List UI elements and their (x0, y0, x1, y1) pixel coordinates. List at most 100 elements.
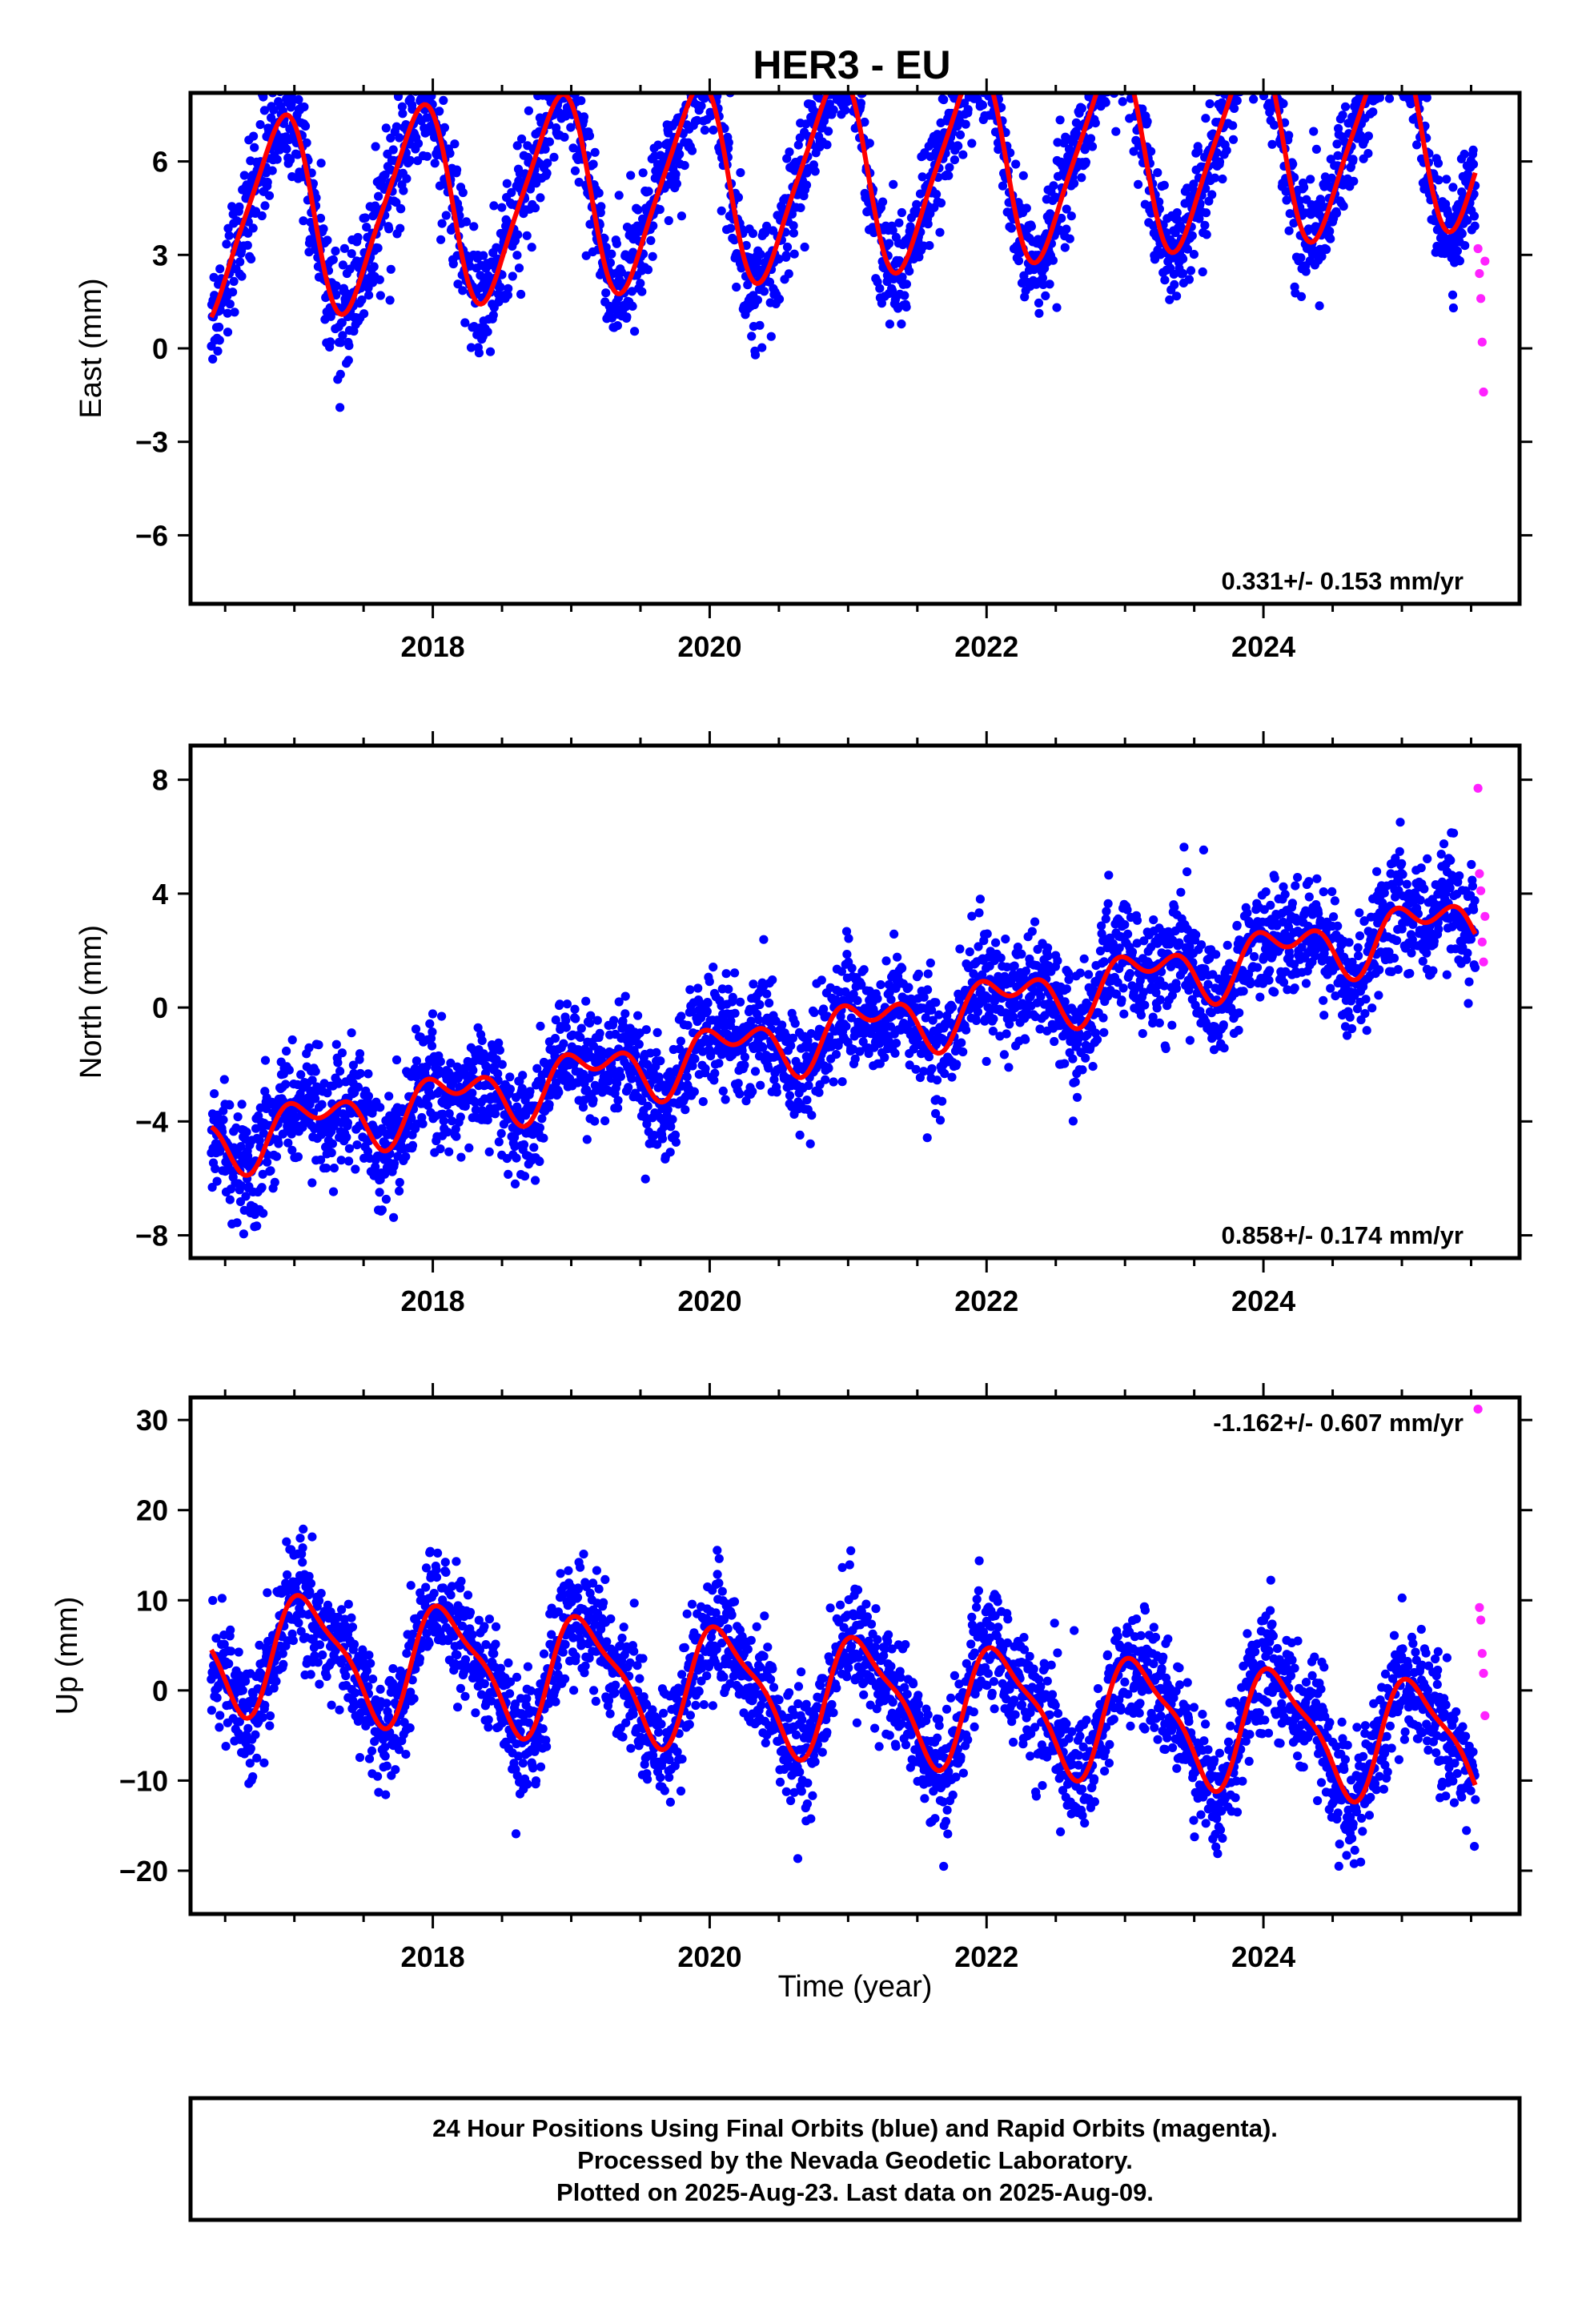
north-point (477, 1035, 487, 1045)
north-point (873, 994, 882, 1003)
east-point (601, 243, 611, 252)
east-rapid-point (1477, 337, 1487, 347)
east-point (800, 242, 809, 252)
east-point (1227, 32, 1235, 41)
east-point (1048, 255, 1058, 265)
north-point (721, 1095, 730, 1104)
east-point (1395, 65, 1403, 74)
east-point (713, 74, 722, 83)
east-point (912, 199, 921, 209)
east-point (331, 281, 341, 291)
north-point (891, 1039, 901, 1048)
north-point (681, 1105, 690, 1115)
east-point (607, 249, 616, 259)
east-point (452, 165, 462, 175)
east-point (250, 143, 259, 152)
east-point (291, 63, 299, 72)
east-point (970, 59, 978, 68)
east-point (1386, 74, 1395, 83)
east-point (421, 81, 430, 90)
east-point (512, 141, 522, 151)
north-point (600, 1116, 610, 1126)
north-point (468, 1088, 477, 1098)
east-point (436, 235, 446, 244)
north-point (671, 1137, 681, 1147)
east-point (1060, 243, 1070, 252)
north-point (652, 1047, 661, 1057)
east-point (1108, 29, 1117, 38)
east-point (680, 161, 689, 171)
east-point (1127, 52, 1136, 61)
east-point (1228, 135, 1239, 144)
east-y-tick-label: −6 (135, 519, 168, 552)
east-point (1257, 36, 1266, 45)
east-point (396, 223, 405, 233)
east-point (267, 166, 277, 175)
east-point (1182, 244, 1192, 254)
east-point (323, 235, 332, 245)
east-point (561, 81, 570, 90)
east-point (489, 201, 499, 211)
east-point (726, 223, 736, 233)
east-point (1115, 45, 1124, 54)
north-point (952, 1059, 962, 1069)
north-point (803, 1035, 813, 1046)
east-point (1256, 40, 1265, 49)
north-point (1030, 917, 1040, 927)
north-point (381, 1194, 391, 1204)
north-point (460, 1101, 470, 1111)
north-point (759, 935, 769, 944)
east-point (1404, 62, 1413, 70)
north-point (304, 1043, 314, 1052)
east-point (1189, 179, 1199, 189)
east-point (557, 42, 566, 50)
north-point (884, 980, 893, 990)
east-point (369, 262, 379, 271)
east-point (1468, 159, 1479, 169)
east-point (989, 42, 998, 51)
north-point (926, 958, 935, 968)
north-point (510, 1179, 520, 1188)
north-point (814, 1088, 824, 1097)
east-point (1236, 43, 1245, 52)
east-point (1374, 34, 1383, 42)
east-point (1108, 71, 1117, 80)
east-point (1243, 7, 1252, 16)
north-point (777, 1020, 787, 1030)
east-point (894, 218, 904, 227)
north-point (921, 1013, 930, 1023)
north-point (237, 1100, 247, 1109)
east-point (762, 221, 772, 231)
east-point (1269, 54, 1278, 62)
east-point (1285, 209, 1295, 219)
east-point (962, 56, 970, 65)
east-point (1227, 39, 1235, 48)
east-point (581, 251, 591, 260)
east-point (957, 70, 966, 78)
north-point (974, 908, 984, 918)
east-point (978, 59, 986, 68)
east-point (1123, 55, 1132, 64)
north-point (756, 1080, 765, 1090)
east-point (264, 191, 275, 200)
east-point (1409, 73, 1418, 82)
east-point (420, 78, 429, 86)
north-point (436, 1144, 445, 1154)
north-point (353, 1082, 363, 1092)
east-point (338, 331, 347, 340)
north-point (375, 1103, 385, 1112)
east-point (1457, 187, 1467, 197)
east-y-axis-label: East (mm) (74, 278, 108, 418)
east-point (601, 288, 611, 298)
north-point (802, 1096, 812, 1105)
east-point (458, 286, 468, 296)
north-point (705, 977, 714, 987)
north-point (282, 1046, 291, 1056)
north-point (532, 1063, 542, 1073)
north-point (519, 1140, 529, 1149)
east-point (335, 403, 345, 412)
north-point (590, 1116, 600, 1126)
north-point (643, 1101, 652, 1111)
north-point (464, 1143, 474, 1152)
east-point (1129, 147, 1138, 156)
